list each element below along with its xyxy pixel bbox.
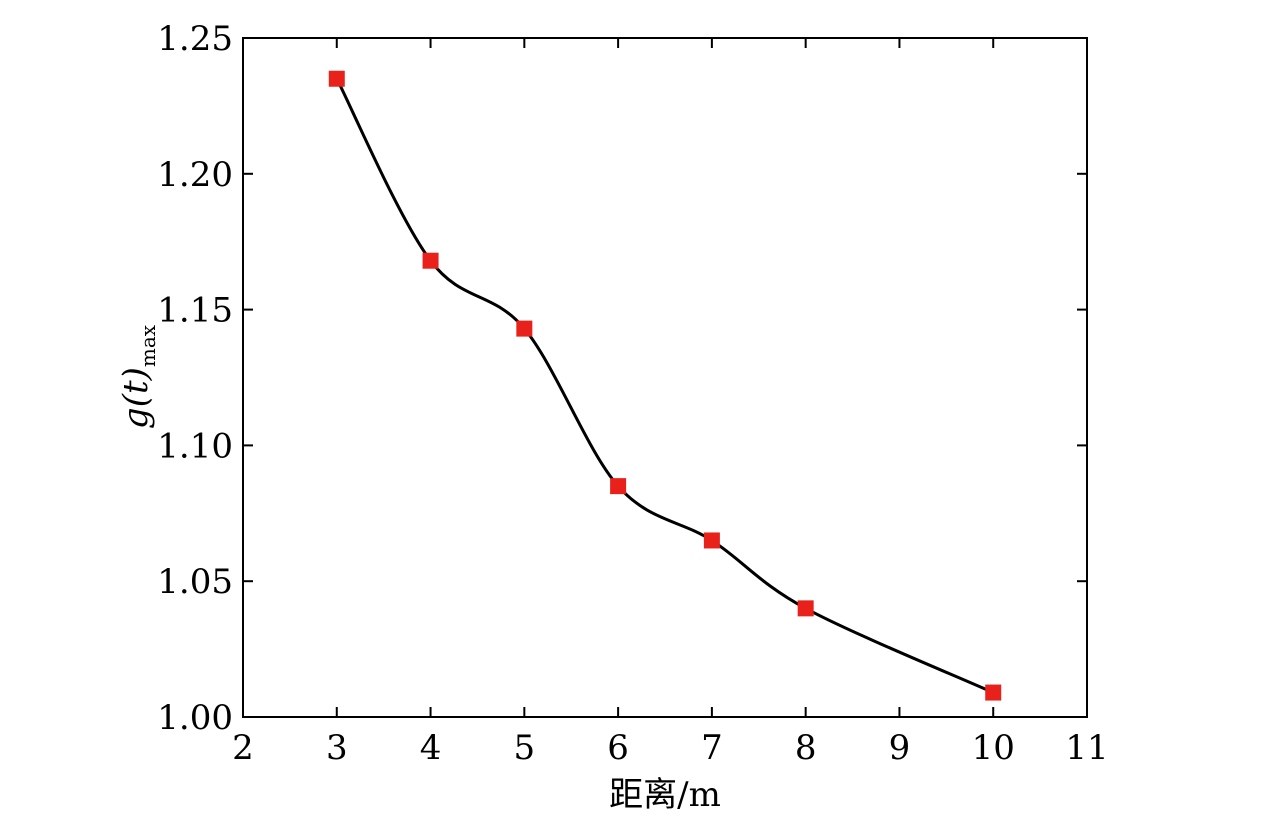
- x-tick-label: 9: [889, 728, 911, 768]
- x-tick-label: 10: [972, 728, 1015, 768]
- x-tick-label: 7: [701, 728, 723, 768]
- data-point-marker: [703, 532, 720, 549]
- y-axis-title: g(t)max: [116, 324, 160, 429]
- x-tick-label: 5: [514, 728, 536, 768]
- tick-labels: 2 3 4 5 6 7 8 9 10 11 1.00 1.05 1.10 1.15 1.20 1.25: [157, 19, 1108, 768]
- x-tick-label: 6: [607, 728, 629, 768]
- series-markers: [328, 70, 1002, 701]
- data-point-marker: [797, 600, 814, 617]
- x-tick-label: 11: [1065, 728, 1108, 768]
- series-line: [335, 78, 994, 694]
- y-tick-label: 1.20: [157, 155, 233, 195]
- y-tick-label: 1.05: [157, 562, 233, 602]
- data-point-marker: [422, 252, 439, 269]
- x-tick-label: 8: [795, 728, 817, 768]
- y-axis-title-sub: max: [136, 324, 160, 367]
- ticks: [242, 37, 1088, 718]
- x-tick-label: 2: [232, 728, 254, 768]
- y-tick-label: 1.25: [157, 19, 233, 59]
- data-point-marker: [610, 478, 627, 495]
- x-axis-title: 距离/m: [609, 775, 721, 815]
- y-tick-label: 1.00: [157, 698, 233, 738]
- data-point-marker: [516, 320, 533, 337]
- plot-frame: [242, 37, 1088, 718]
- x-tick-label: 4: [420, 728, 442, 768]
- y-axis-title-main: g(t): [116, 367, 156, 429]
- x-tick-label: 3: [326, 728, 348, 768]
- data-point-marker: [328, 70, 345, 87]
- y-tick-label: 1.15: [157, 291, 233, 331]
- y-tick-label: 1.10: [157, 426, 233, 466]
- data-point-marker: [985, 684, 1002, 701]
